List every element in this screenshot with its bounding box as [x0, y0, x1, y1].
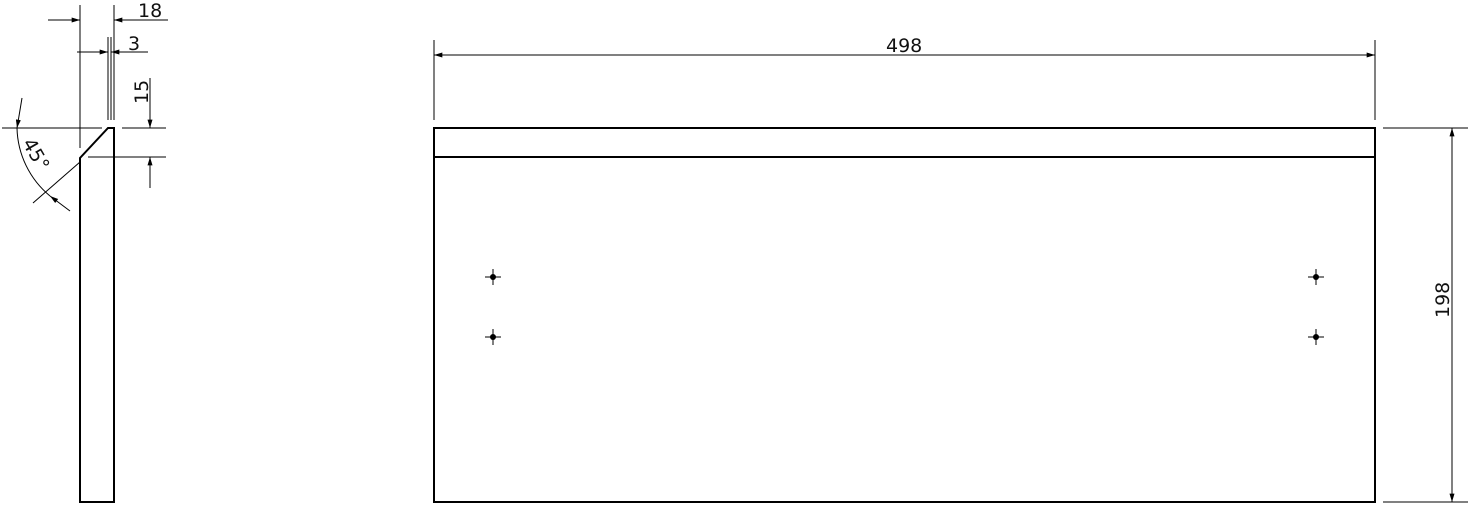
dimension-height-label: 198 [1432, 282, 1454, 318]
extension-line [32, 161, 81, 204]
dimension-offset-label: 3 [128, 33, 140, 55]
dimension-width-label: 498 [886, 35, 922, 57]
dimension-arrow [49, 195, 71, 212]
hole-mark [1308, 269, 1324, 285]
dimension-thickness-label: 18 [138, 0, 162, 22]
front-view: 498 198 [433, 35, 1468, 503]
dimension-angle-label: 45° [18, 135, 54, 175]
hole-mark [1308, 329, 1324, 345]
front-outline [433, 127, 1376, 503]
side-profile [79, 127, 115, 503]
hole-mark [485, 329, 501, 345]
dimension-chamfer-height-label: 15 [131, 80, 153, 104]
hole-mark [485, 269, 501, 285]
side-view: 18 3 15 45° [2, 0, 168, 503]
angle-arc [16, 127, 51, 197]
dimension-arrow [15, 97, 23, 129]
